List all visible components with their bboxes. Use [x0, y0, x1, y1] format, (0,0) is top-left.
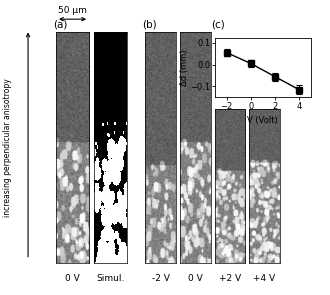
- Text: 50 μm: 50 μm: [58, 6, 87, 15]
- Text: Simul.: Simul.: [96, 274, 125, 283]
- Text: (b): (b): [142, 19, 156, 30]
- Text: 0 V: 0 V: [188, 274, 203, 283]
- Text: -2 V: -2 V: [151, 274, 170, 283]
- Text: 0 V: 0 V: [65, 274, 80, 283]
- X-axis label: V (Volt): V (Volt): [248, 116, 278, 125]
- Text: (a): (a): [53, 19, 67, 30]
- Y-axis label: Δd (mm): Δd (mm): [180, 50, 189, 86]
- Text: +2 V: +2 V: [219, 274, 241, 283]
- Text: increasing perpendicular anisotropy: increasing perpendicular anisotropy: [3, 78, 12, 217]
- Text: +4 V: +4 V: [253, 274, 276, 283]
- Text: (c): (c): [211, 19, 225, 30]
